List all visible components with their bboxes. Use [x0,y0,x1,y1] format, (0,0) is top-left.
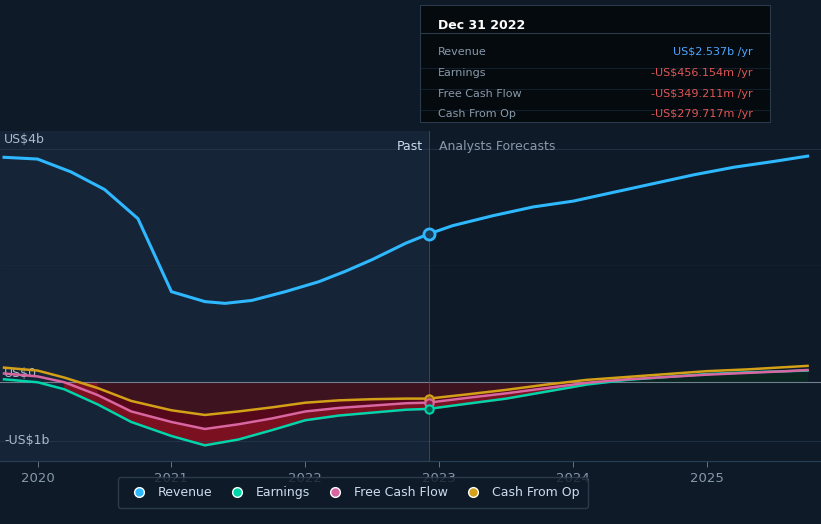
Text: Cash From Op: Cash From Op [438,109,516,119]
Text: -US$279.717m /yr: -US$279.717m /yr [650,109,753,119]
Legend: Revenue, Earnings, Free Cash Flow, Cash From Op: Revenue, Earnings, Free Cash Flow, Cash … [118,477,588,508]
Text: -US$349.211m /yr: -US$349.211m /yr [651,89,753,99]
Text: Revenue: Revenue [438,47,486,57]
Text: -US$456.154m /yr: -US$456.154m /yr [651,68,753,78]
Text: Earnings: Earnings [438,68,486,78]
Text: Dec 31 2022: Dec 31 2022 [438,19,525,32]
Text: -US$1b: -US$1b [4,434,49,447]
Bar [429,131,821,461]
Text: US$4b: US$4b [4,133,45,146]
Text: Analysts Forecasts: Analysts Forecasts [439,140,556,153]
Bar [0,131,429,461]
Text: US$0: US$0 [4,367,37,380]
Text: Past: Past [397,140,423,153]
Text: US$2.537b /yr: US$2.537b /yr [673,47,753,57]
Text: Free Cash Flow: Free Cash Flow [438,89,521,99]
